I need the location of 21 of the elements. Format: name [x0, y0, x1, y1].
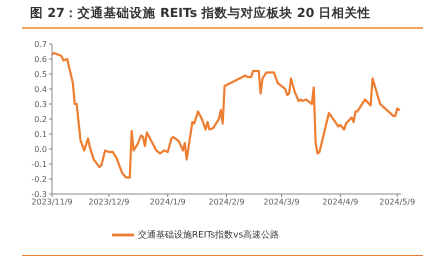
x-tick-label: 2024/5/9 — [379, 198, 416, 207]
y-tick-label: 0.1 — [34, 130, 47, 139]
y-tick-label: 0.3 — [34, 100, 47, 109]
chart-title: 图 27：交通基础设施 REITs 指数与对应板块 20 日相关性 — [30, 5, 371, 22]
x-tick-label: 2023/11/9 — [31, 198, 73, 207]
y-tick-label: 0.4 — [34, 84, 47, 94]
y-tick-label: 0.2 — [34, 114, 47, 124]
x-tick-label: 2024/4/9 — [322, 198, 358, 207]
x-tick-label: 2024/1/9 — [150, 198, 186, 207]
line-series — [52, 52, 400, 179]
x-tick-label: 2024/2/9 — [208, 198, 244, 207]
y-tick-label: 0.6 — [34, 54, 47, 64]
y-tick-label: -0.3 — [31, 190, 47, 199]
y-tick-label: 0.5 — [34, 70, 47, 79]
x-tick-label: 2023/12/9 — [88, 198, 130, 207]
x-tick-label: 2024/3/9 — [264, 198, 300, 207]
y-tick-label: -0.1 — [31, 160, 47, 169]
y-tick-label: 0.7 — [34, 40, 47, 49]
y-tick-label: 0.0 — [34, 144, 47, 154]
legend-label: 交通基础设施REITs指数vs高速公路 — [138, 230, 280, 240]
y-tick-label: -0.2 — [31, 174, 47, 184]
